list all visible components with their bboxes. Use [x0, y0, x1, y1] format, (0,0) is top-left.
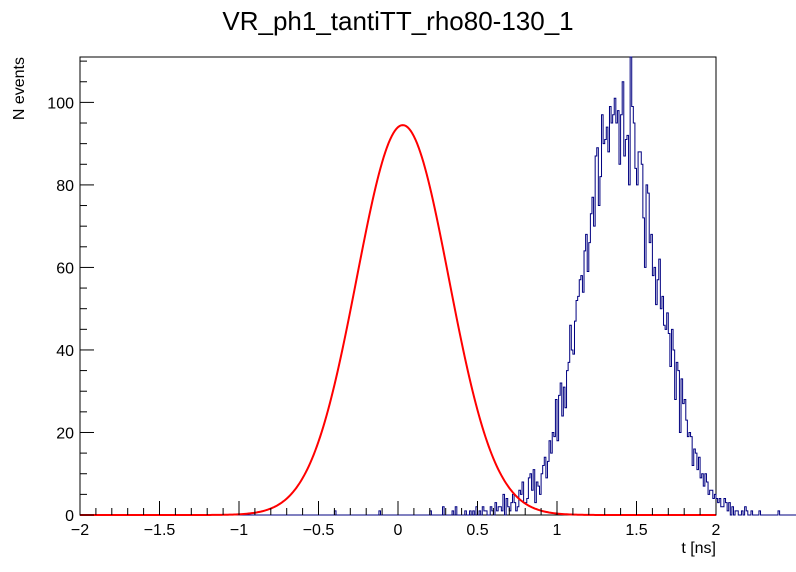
- x-axis-ticks: −2 −1.5 −1 −0.5 0 0.5 1 1.5 2: [71, 501, 721, 539]
- x-tick-label: −2: [71, 522, 89, 539]
- x-tick-label: 0: [394, 522, 403, 539]
- y-tick-label: 40: [56, 343, 74, 360]
- y-tick-label: 0: [65, 508, 74, 525]
- y-axis-ticks: 0 20 40 60 80 100: [47, 60, 94, 525]
- y-tick-label: 60: [56, 260, 74, 277]
- fit-series: [80, 124, 716, 516]
- x-tick-label: 1.5: [625, 522, 647, 539]
- x-tick-label: −0.5: [303, 522, 335, 539]
- y-tick-label: 20: [56, 425, 74, 442]
- x-tick-label: 0.5: [466, 522, 488, 539]
- histogram-line: [80, 56, 796, 516]
- y-tick-label: 80: [56, 178, 74, 195]
- x-tick-label: −1.5: [144, 522, 176, 539]
- x-axis-label: t [ns]: [681, 540, 716, 557]
- chart-title: VR_ph1_tantiTT_rho80-130_1: [222, 6, 573, 36]
- x-tick-label: 2: [712, 522, 721, 539]
- x-tick-label: 1: [553, 522, 562, 539]
- y-axis-label: N events: [11, 57, 28, 120]
- y-tick-label: 100: [47, 95, 74, 112]
- histogram-series: [80, 56, 796, 516]
- x-tick-label: −1: [230, 522, 248, 539]
- fit-curve: [80, 124, 716, 516]
